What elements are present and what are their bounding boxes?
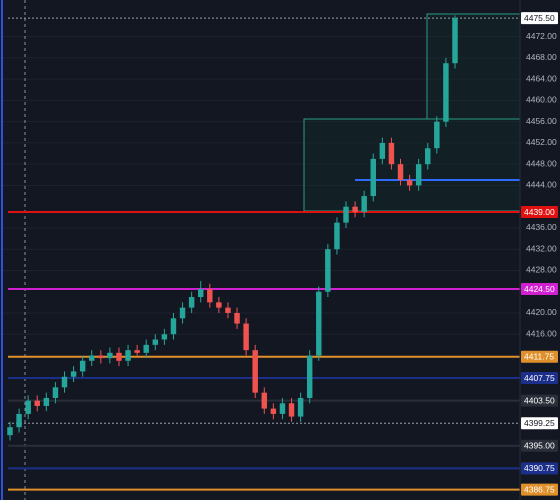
candle-body xyxy=(361,196,367,213)
candle-body xyxy=(43,397,50,406)
candle-body xyxy=(125,350,131,361)
y-tick-label: 4452.00 xyxy=(526,137,557,147)
candle-body xyxy=(397,164,404,181)
candle-body xyxy=(134,350,140,353)
candle-body xyxy=(143,344,149,353)
price-badge-label: 4386.75 xyxy=(524,484,555,494)
candle-body xyxy=(52,387,59,398)
candle-body xyxy=(306,355,313,398)
candle-body xyxy=(179,307,186,319)
candle-body xyxy=(325,249,331,292)
price-badge xyxy=(521,483,558,496)
candle-body xyxy=(379,142,386,159)
candle-body xyxy=(161,334,168,340)
y-tick-label: 4468.00 xyxy=(526,52,557,62)
candle-body xyxy=(225,307,231,313)
candle-body xyxy=(70,371,77,377)
candles xyxy=(7,15,458,441)
candle-body xyxy=(388,142,395,165)
price-badge-label: 4475.50 xyxy=(524,13,555,23)
candle-body xyxy=(89,355,95,361)
price-badge xyxy=(521,417,558,430)
candle-body xyxy=(152,339,159,345)
candle-body xyxy=(415,164,422,186)
price-badge xyxy=(521,350,558,363)
price-badge-label: 4390.75 xyxy=(524,463,555,473)
candle-body xyxy=(425,148,431,165)
price-axis: 4472.00 4468.00 4464.00 4460.00 4456.00 4452.… xyxy=(521,12,558,496)
price-badge xyxy=(521,206,558,219)
candle-body xyxy=(188,297,195,308)
price-badge xyxy=(521,462,558,475)
candle-body xyxy=(279,403,286,414)
y-tick-label: 4460.00 xyxy=(526,95,557,105)
candle-body xyxy=(79,360,86,372)
candle-body xyxy=(406,180,413,186)
y-tick-label: 4416.00 xyxy=(526,328,557,338)
price-badge-label: 4424.50 xyxy=(524,284,555,294)
grid xyxy=(0,36,520,335)
y-tick-label: 4432.00 xyxy=(526,243,557,253)
candle-body xyxy=(288,403,295,417)
price-badge-label: 4403.50 xyxy=(524,395,555,405)
y-tick-label: 4428.00 xyxy=(526,265,557,275)
y-tick-label: 4472.00 xyxy=(526,31,557,41)
candle-body xyxy=(334,222,340,250)
y-tick-label: 4448.00 xyxy=(526,158,557,168)
price-badge xyxy=(521,439,558,452)
candle-body xyxy=(16,413,22,428)
candle-body xyxy=(197,289,204,298)
candle-body xyxy=(207,289,213,303)
candle-body xyxy=(61,376,68,388)
candle-body xyxy=(452,18,458,64)
y-tick-label: 4464.00 xyxy=(526,73,557,83)
range-box xyxy=(426,13,521,120)
candle-body xyxy=(443,63,449,122)
price-badge xyxy=(521,12,558,25)
candle-body xyxy=(34,400,40,406)
candle-body xyxy=(370,158,376,197)
price-badge-label: 4399.25 xyxy=(524,418,555,428)
y-tick-label: 4444.00 xyxy=(526,180,557,190)
candle-body xyxy=(297,397,304,417)
candle-body xyxy=(343,206,349,223)
candle-body xyxy=(170,318,177,335)
candle-body xyxy=(25,400,31,414)
candle-body xyxy=(243,323,249,351)
candle-body xyxy=(316,291,322,356)
price-badge xyxy=(521,283,558,296)
candle-body xyxy=(98,355,104,359)
candle-body xyxy=(234,312,240,324)
y-tick-label: 4420.00 xyxy=(526,307,557,317)
price-badge-label: 4395.00 xyxy=(524,441,555,451)
y-tick-label: 4436.00 xyxy=(526,222,557,232)
price-badge xyxy=(521,394,558,407)
candle-body xyxy=(107,352,113,359)
candle-body xyxy=(261,392,268,409)
price-badge-label: 4411.75 xyxy=(524,352,554,362)
price-badge-label: 4407.75 xyxy=(524,373,555,383)
candle-body xyxy=(252,350,258,393)
y-tick-label: 4456.00 xyxy=(526,116,557,126)
candle-body xyxy=(352,206,358,213)
candle-body xyxy=(116,352,122,361)
candle-body xyxy=(216,302,222,308)
levels xyxy=(8,17,520,491)
candle-body xyxy=(434,121,440,149)
price-badge-label: 4439.00 xyxy=(524,207,555,217)
candle-body xyxy=(270,408,277,414)
price-badge xyxy=(521,372,558,385)
candle-body xyxy=(7,427,13,436)
range-box xyxy=(303,118,521,212)
